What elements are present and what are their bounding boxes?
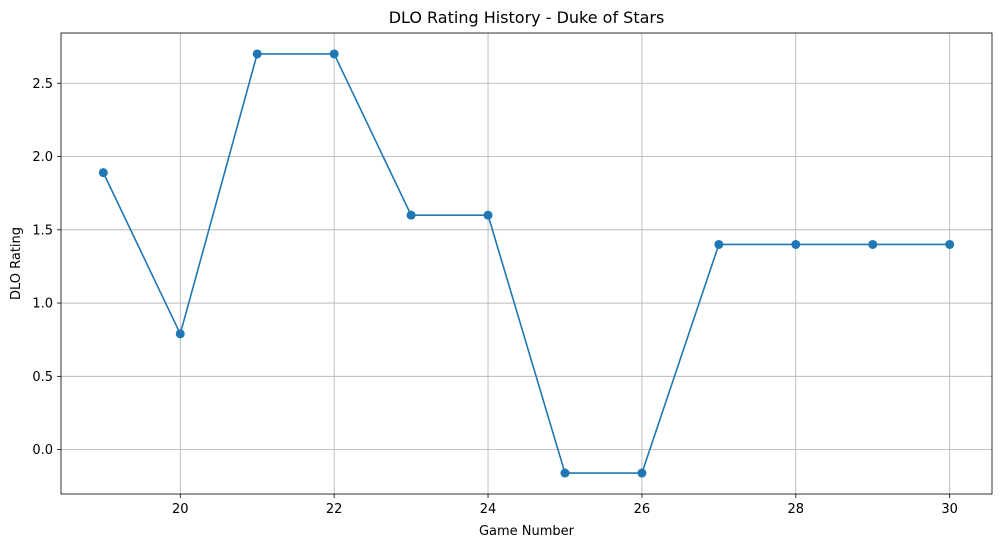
axis-ticks: 20 22 24 26 28 30 0.0 0.5 1.0 1.5 2.0 2.5 <box>32 77 958 517</box>
y-tick-label: 2.0 <box>32 150 53 165</box>
data-point <box>329 49 339 59</box>
data-point <box>791 239 801 249</box>
x-tick-label: 22 <box>326 502 343 517</box>
x-tick-label: 20 <box>172 502 189 517</box>
data-point <box>637 468 647 478</box>
y-tick-label: 0.0 <box>32 443 53 458</box>
series-layer <box>98 49 955 478</box>
data-point <box>175 329 185 339</box>
y-tick-label: 2.5 <box>32 77 53 92</box>
x-tick-label: 24 <box>480 502 497 517</box>
x-axis-label: Game Number <box>479 524 575 539</box>
data-point <box>560 468 570 478</box>
x-tick-label: 26 <box>634 502 651 517</box>
data-point <box>98 168 108 178</box>
y-tick-label: 1.5 <box>32 223 53 238</box>
x-tick-label: 30 <box>941 502 958 517</box>
series-line <box>102 53 950 474</box>
data-point <box>945 239 955 249</box>
y-tick-label: 1.0 <box>32 297 53 312</box>
data-point <box>252 49 262 59</box>
data-point <box>868 239 878 249</box>
x-tick-label: 28 <box>788 502 805 517</box>
data-point <box>714 239 724 249</box>
plot-frame <box>60 32 993 495</box>
y-tick-label: 0.5 <box>32 370 53 385</box>
y-axis-label: DLO Rating <box>9 227 24 300</box>
data-point <box>483 210 493 220</box>
data-point <box>406 210 416 220</box>
chart-title: DLO Rating History - Duke of Stars <box>389 8 665 27</box>
grid-lines <box>61 33 992 494</box>
